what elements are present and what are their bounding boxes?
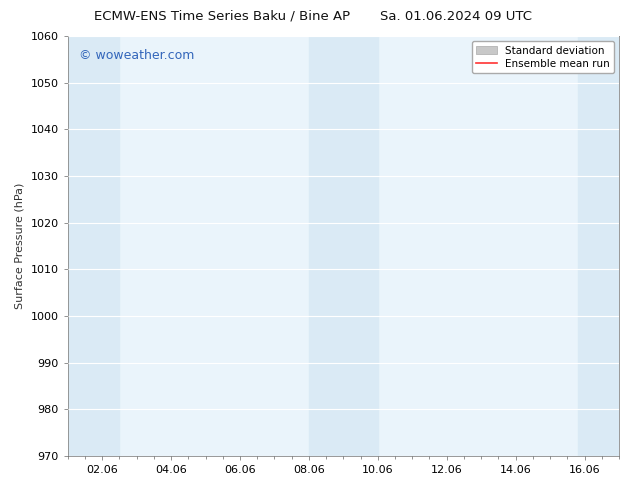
Bar — [309, 36, 378, 456]
Text: © woweather.com: © woweather.com — [79, 49, 194, 62]
Y-axis label: Surface Pressure (hPa): Surface Pressure (hPa) — [15, 183, 25, 309]
Legend: Standard deviation, Ensemble mean run: Standard deviation, Ensemble mean run — [472, 41, 614, 73]
Bar — [68, 36, 119, 456]
Bar — [578, 36, 619, 456]
Text: ECMW-ENS Time Series Baku / Bine AP: ECMW-ENS Time Series Baku / Bine AP — [94, 10, 350, 23]
Text: Sa. 01.06.2024 09 UTC: Sa. 01.06.2024 09 UTC — [380, 10, 533, 23]
